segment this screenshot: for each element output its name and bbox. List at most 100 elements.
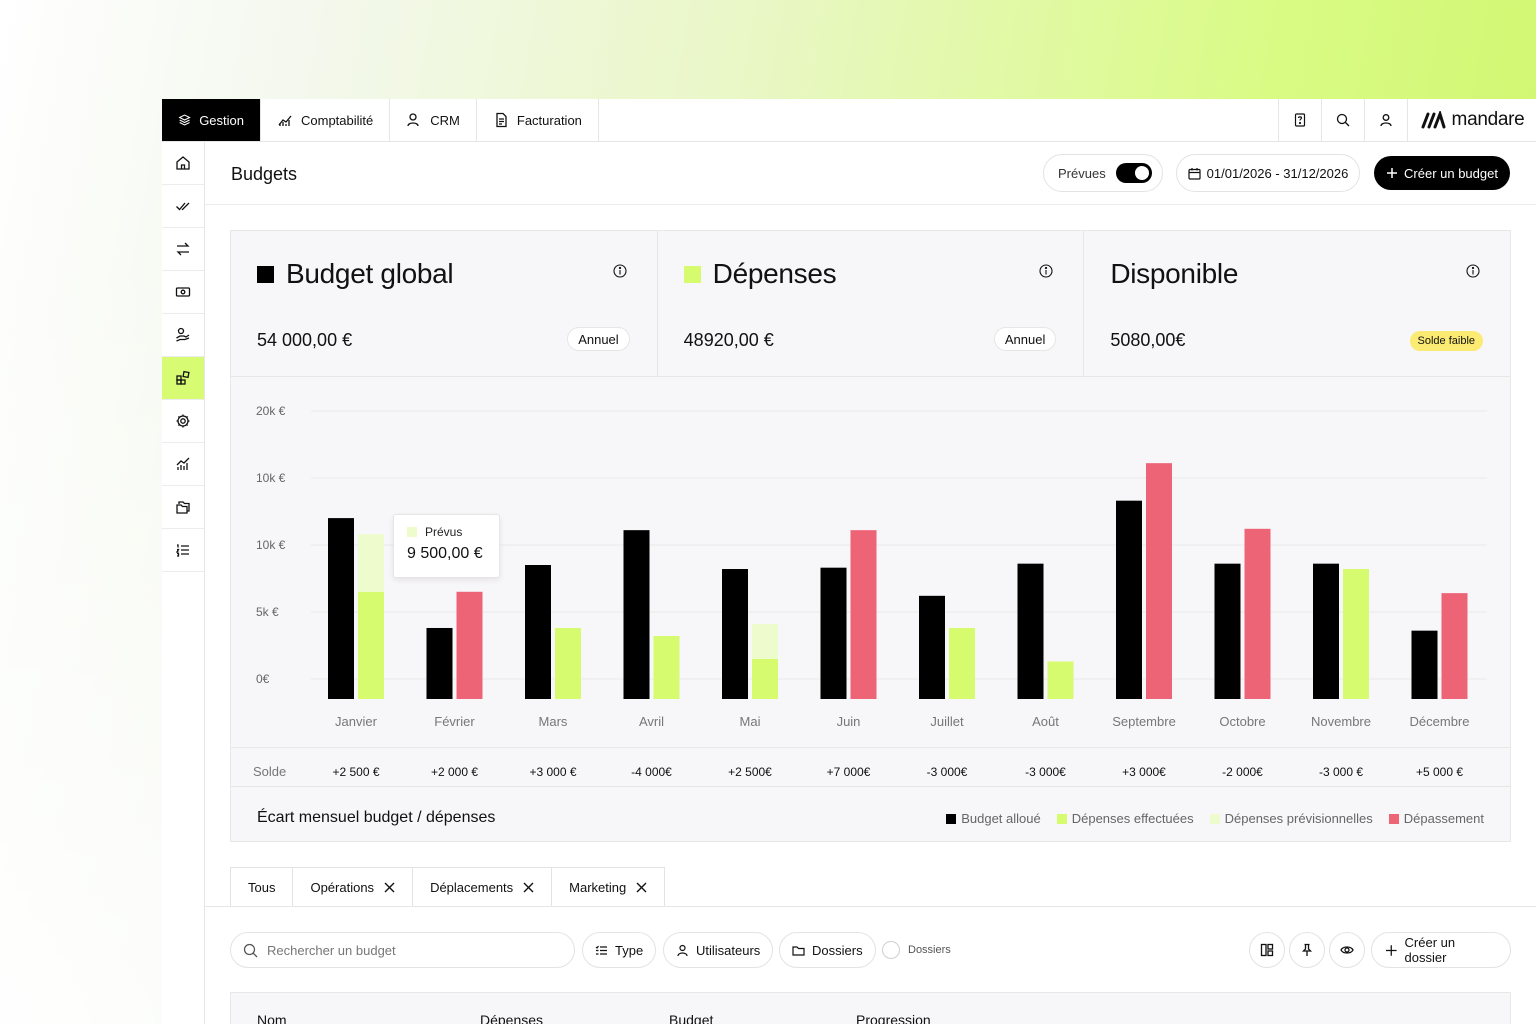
legend-item: Dépenses effectuées — [1056, 811, 1194, 826]
solde-value: +3 000€ — [1122, 765, 1166, 779]
column-header-budget[interactable]: Budget — [669, 1012, 714, 1024]
low-balance-badge: Solde faible — [1409, 331, 1484, 351]
x-tick-label: Août — [1032, 714, 1059, 729]
tab-label: Comptabilité — [301, 112, 374, 128]
solde-value: +2 000 € — [431, 765, 478, 779]
budgets-table-header: Nom Dépenses Budget Progression — [230, 992, 1511, 1024]
bar-budget-alloue — [1017, 563, 1044, 699]
date-range-picker[interactable]: 01/01/2026 - 31/12/2026 — [1176, 154, 1360, 192]
folders-radio[interactable]: Dossiers — [882, 941, 951, 959]
bar-depenses-effectuees — [1047, 661, 1074, 699]
bar-budget-alloue — [919, 595, 945, 699]
y-tick-label: 0€ — [256, 672, 270, 686]
summary-cards: Budget global 54 000,00 € Annuel Dépense… — [231, 231, 1510, 377]
tab-crm[interactable]: CRM — [390, 99, 477, 141]
create-budget-label: Créer un budget — [1404, 165, 1498, 181]
forecast-toggle[interactable]: Prévues — [1043, 154, 1163, 192]
sidebar-item-settings[interactable] — [162, 400, 204, 443]
sidebar-item-transfers[interactable] — [162, 228, 204, 271]
bar-depenses-effectuees — [555, 627, 581, 699]
list-filter-icon — [595, 945, 607, 955]
card-title: Dépenses — [712, 258, 837, 289]
x-tick-label: Septembre — [1112, 714, 1176, 729]
double-check-icon — [176, 202, 190, 211]
page-title: Budgets — [231, 164, 298, 184]
tab-facturation[interactable]: Facturation — [477, 99, 599, 141]
create-folder-button[interactable]: Créer un dossier — [1371, 932, 1511, 968]
calendar-icon — [1188, 167, 1201, 180]
chart-icon — [278, 115, 292, 126]
card-title: Budget global — [286, 258, 454, 289]
ordered-list-icon — [175, 544, 189, 557]
sidebar-item-payments[interactable] — [162, 271, 204, 314]
sidebar-item-tasks[interactable] — [162, 185, 204, 228]
users-filter-button[interactable]: Utilisateurs — [663, 932, 774, 968]
sidebar-item-list[interactable] — [162, 529, 204, 572]
tab-comptabilite[interactable]: Comptabilité — [261, 99, 391, 141]
search-button[interactable] — [1321, 99, 1364, 141]
tab-gestion[interactable]: Gestion — [162, 99, 261, 141]
layout-button[interactable] — [1249, 932, 1285, 968]
column-header-progression[interactable]: Progression — [856, 1012, 931, 1024]
sidebar-item-expenses[interactable] — [162, 314, 204, 357]
plus-icon — [1385, 944, 1397, 956]
bar-budget-alloue — [1411, 630, 1438, 699]
info-icon[interactable] — [1039, 264, 1053, 278]
x-tick-label: Mars — [539, 714, 568, 729]
sidebar-item-budgets[interactable] — [162, 357, 204, 400]
info-icon[interactable] — [1466, 264, 1480, 278]
close-icon[interactable] — [384, 882, 395, 893]
bar-depenses-effectuees — [1343, 569, 1369, 699]
home-icon — [176, 156, 190, 170]
monthly-budget-chart: 20k € 10k € 10k € 5k € 0€ Janvier +2 500 € Févr… — [231, 404, 1510, 779]
profile-button[interactable] — [1364, 99, 1407, 141]
bar-depenses-effectuees — [752, 658, 778, 699]
tooltip-swatch — [407, 527, 417, 537]
column-header-depenses[interactable]: Dépenses — [480, 1012, 544, 1024]
bar-depassement — [456, 591, 483, 699]
sidebar-item-home[interactable] — [162, 142, 204, 185]
transfer-icon — [176, 242, 190, 256]
gear-icon — [176, 414, 190, 428]
close-icon[interactable] — [523, 882, 534, 893]
x-tick-label: Novembre — [1311, 714, 1371, 729]
table-toolbar: Type Utilisateurs Dossiers Dossiers Crée… — [230, 932, 1511, 968]
pin-button[interactable] — [1289, 932, 1325, 968]
close-icon[interactable] — [636, 882, 647, 893]
search-icon — [1336, 113, 1350, 127]
info-icon[interactable] — [613, 264, 627, 278]
sidebar-item-analytics[interactable] — [162, 443, 204, 486]
type-filter-button[interactable]: Type — [582, 932, 657, 968]
date-range-text: 01/01/2026 - 31/12/2026 — [1206, 165, 1349, 181]
column-header-nom[interactable]: Nom — [257, 1012, 287, 1024]
bar-budget-alloue — [1313, 563, 1339, 699]
folders-filter-button[interactable]: Dossiers — [779, 932, 876, 968]
search-input[interactable] — [267, 942, 547, 958]
toggle-switch[interactable] — [1115, 163, 1152, 183]
tab-marketing[interactable]: Marketing — [551, 867, 666, 907]
sidebar-item-folders[interactable] — [162, 486, 204, 529]
help-button[interactable] — [1278, 99, 1321, 141]
tab-operations[interactable]: Opérations — [292, 867, 414, 907]
x-tick-label: Janvier — [335, 714, 378, 729]
solde-value: -3 000€ — [927, 765, 968, 779]
tooltip-label: Prévus — [425, 525, 463, 539]
visibility-button[interactable] — [1329, 932, 1365, 968]
solde-value: -2 000€ — [1222, 765, 1263, 779]
pin-icon — [1301, 943, 1313, 956]
y-tick-label: 10k € — [256, 538, 286, 552]
tab-tous[interactable]: Tous — [230, 867, 294, 907]
bar-budget-alloue — [820, 567, 847, 699]
y-tick-label: 10k € — [256, 471, 286, 485]
tab-deplacements[interactable]: Déplacements — [412, 867, 553, 907]
radio-circle[interactable] — [882, 941, 900, 959]
create-budget-button[interactable]: Créer un budget — [1374, 156, 1510, 190]
x-tick-label: Février — [434, 714, 475, 729]
chart-tooltip: Prévus 9 500,00 € — [393, 514, 500, 578]
bar-budget-alloue — [1214, 563, 1241, 699]
widgets-icon — [176, 370, 190, 385]
solde-value: -4 000€ — [631, 765, 672, 779]
category-tabs: Tous Opérations Déplacements Marketing — [230, 867, 666, 907]
folders-icon — [176, 501, 190, 514]
tooltip-value: 9 500,00 € — [407, 545, 483, 562]
